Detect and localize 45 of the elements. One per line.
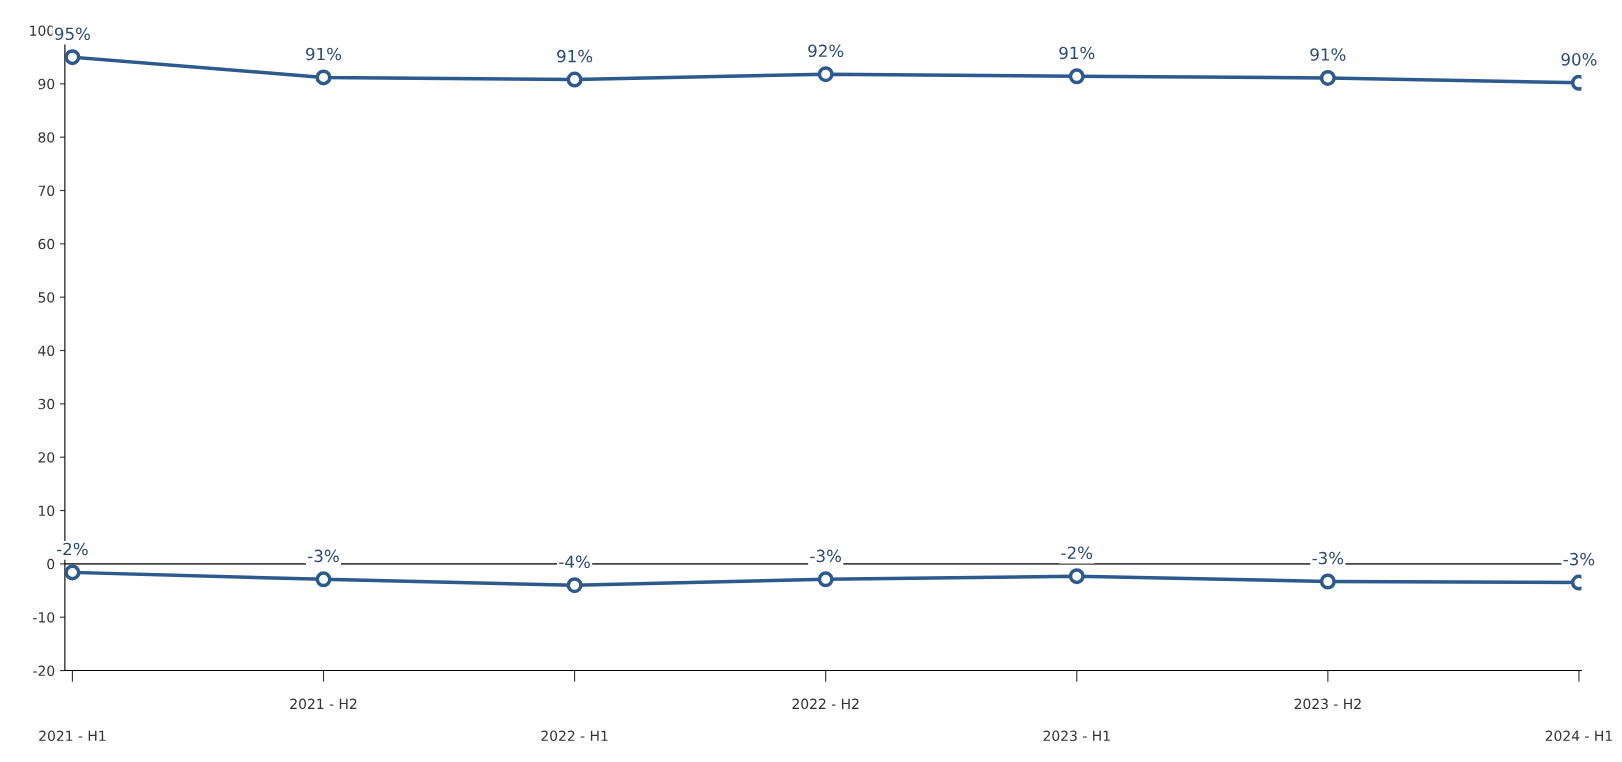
x-tick-label: 2024 - H1 bbox=[1545, 730, 1612, 742]
data-label: -3% bbox=[1312, 551, 1344, 565]
point bbox=[315, 69, 332, 86]
point bbox=[1319, 573, 1336, 590]
y-tick-label: 40 bbox=[38, 345, 55, 356]
x-tick-label: 2021 - H1 bbox=[39, 730, 106, 742]
y-tick-label: 50 bbox=[38, 292, 55, 303]
point bbox=[64, 564, 81, 581]
y-tick-label: 10 bbox=[39, 505, 55, 517]
data-label: -2% bbox=[1061, 546, 1093, 560]
point bbox=[64, 49, 81, 66]
point bbox=[566, 71, 583, 88]
x-tick-label: 2022 - H1 bbox=[541, 730, 608, 742]
point bbox=[315, 571, 332, 588]
data-label: 92% bbox=[808, 44, 844, 58]
point bbox=[1068, 68, 1085, 85]
y-tick-label: -20 bbox=[33, 665, 55, 677]
y-tick-label: 30 bbox=[38, 398, 55, 410]
y-tick-label: 0 bbox=[47, 558, 55, 570]
y-tick-label: 20 bbox=[38, 452, 55, 463]
x-tick-label: 2023 - H2 bbox=[1294, 698, 1361, 710]
data-label: 91% bbox=[306, 47, 342, 61]
data-label: -2% bbox=[57, 542, 88, 556]
y-tick-label: 70 bbox=[38, 185, 55, 196]
data-label: -3% bbox=[308, 549, 339, 563]
data-label: -3% bbox=[1563, 552, 1595, 566]
data-label: -3% bbox=[810, 549, 841, 563]
y-tick-label: -10 bbox=[33, 612, 55, 623]
y-tick-label: 90 bbox=[38, 78, 55, 90]
y-tick-label: 60 bbox=[38, 238, 55, 250]
point bbox=[817, 571, 834, 588]
data-label: 91% bbox=[1310, 48, 1346, 61]
data-label: 91% bbox=[1059, 46, 1095, 60]
point bbox=[1319, 69, 1336, 86]
point bbox=[817, 66, 834, 83]
data-label: 90% bbox=[1561, 53, 1597, 66]
x-tick-label: 2023 - H1 bbox=[1043, 730, 1110, 742]
x-tick-label: 2021 - H2 bbox=[290, 698, 357, 710]
x-tick-label: 2022 - H2 bbox=[792, 698, 859, 710]
y-tick-label: 80 bbox=[38, 132, 55, 143]
point bbox=[1068, 568, 1085, 585]
data-label: 91% bbox=[557, 49, 593, 63]
data-label: 95% bbox=[54, 27, 91, 41]
point bbox=[566, 577, 583, 594]
data-label: -4% bbox=[559, 555, 590, 569]
